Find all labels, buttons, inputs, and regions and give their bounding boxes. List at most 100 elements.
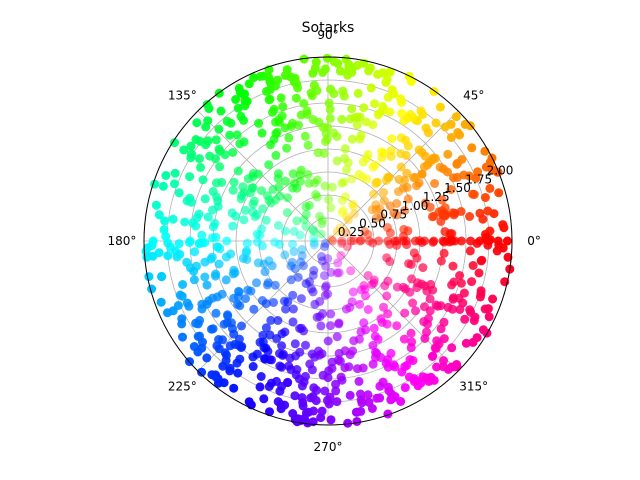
scatter-point <box>308 225 318 235</box>
scatter-point <box>379 196 389 206</box>
scatter-point <box>157 272 167 282</box>
scatter-point <box>161 171 171 180</box>
scatter-point <box>298 261 308 271</box>
scatter-point <box>320 386 330 396</box>
scatter-point <box>357 398 367 408</box>
scatter-point <box>179 145 189 155</box>
scatter-point <box>212 192 222 202</box>
scatter-point <box>239 215 249 225</box>
scatter-point <box>381 176 391 185</box>
scatter-point <box>397 109 407 118</box>
scatter-point <box>332 268 342 278</box>
scatter-point <box>249 304 259 314</box>
scatter-point <box>204 104 214 114</box>
scatter-point <box>452 172 462 182</box>
scatter-point <box>417 238 427 247</box>
scatter-point <box>262 86 271 96</box>
scatter-point <box>151 200 161 210</box>
scatter-point <box>455 130 465 140</box>
scatter-point <box>334 348 344 358</box>
scatter-point <box>363 230 373 239</box>
scatter-point <box>424 376 434 386</box>
scatter-point <box>299 54 309 64</box>
scatter-point <box>202 353 212 363</box>
scatter-point <box>448 261 458 271</box>
scatter-point <box>344 62 354 72</box>
scatter-point <box>243 285 253 295</box>
scatter-point <box>292 365 302 374</box>
scatter-point <box>255 337 265 347</box>
scatter-point <box>440 122 450 132</box>
scatter-point <box>443 302 453 312</box>
scatter-point <box>428 237 438 247</box>
scatter-point <box>361 325 371 335</box>
scatter-point <box>460 314 470 324</box>
scatter-point <box>334 268 344 278</box>
scatter-point <box>320 271 329 281</box>
scatter-point <box>143 243 153 253</box>
scatter-point <box>296 294 306 304</box>
scatter-point <box>260 267 270 277</box>
scatter-point <box>376 314 386 324</box>
scatter-point <box>178 280 188 289</box>
scatter-point <box>280 123 290 133</box>
scatter-point <box>474 268 484 278</box>
scatter-point <box>428 285 438 295</box>
scatter-point <box>439 356 448 366</box>
scatter-point <box>329 128 339 138</box>
scatter-point <box>455 271 465 280</box>
scatter-point <box>182 257 192 267</box>
scatter-point <box>408 298 418 308</box>
scatter-point <box>360 227 370 236</box>
scatter-point <box>341 212 351 222</box>
scatter-point <box>359 318 369 328</box>
scatter-point <box>311 190 321 199</box>
scatter-point <box>265 407 274 417</box>
scatter-point <box>301 209 311 219</box>
scatter-point <box>174 188 184 198</box>
scatter-point <box>282 208 292 218</box>
scatter-point <box>454 293 464 303</box>
scatter-point <box>327 363 337 373</box>
scatter-point <box>382 75 392 85</box>
scatter-point <box>336 372 346 382</box>
scatter-point <box>345 390 355 400</box>
scatter-point <box>302 109 312 119</box>
scatter-point <box>352 120 362 130</box>
scatter-point <box>371 213 381 223</box>
scatter-point <box>266 315 276 325</box>
scatter-point <box>327 182 337 192</box>
scatter-point <box>301 279 311 289</box>
scatter-point <box>240 96 250 105</box>
scatter-point <box>446 185 456 194</box>
scatter-point <box>273 174 283 183</box>
scatter-point <box>309 233 319 243</box>
scatter-point <box>401 135 410 145</box>
scatter-point <box>347 174 357 184</box>
scatter-point <box>263 191 272 201</box>
scatter-point <box>299 99 309 108</box>
scatter-point <box>356 235 366 245</box>
scatter-point <box>409 248 419 258</box>
scatter-point <box>313 148 323 158</box>
scatter-point <box>289 226 299 236</box>
scatter-point <box>346 236 356 246</box>
scatter-point <box>225 130 235 140</box>
scatter-point <box>234 334 244 344</box>
scatter-point <box>487 165 497 175</box>
scatter-point <box>363 305 373 314</box>
scatter-point <box>402 168 412 178</box>
scatter-point <box>158 181 168 191</box>
scatter-point <box>280 226 290 236</box>
scatter-point <box>215 162 225 172</box>
scatter-point <box>231 211 241 221</box>
scatter-point <box>280 327 290 337</box>
theta-tick-label: 225° <box>168 380 197 394</box>
scatter-point <box>368 359 378 369</box>
scatter-point <box>382 319 392 329</box>
scatter-point <box>416 106 426 116</box>
scatter-point <box>345 303 355 312</box>
scatter-point <box>375 381 385 391</box>
scatter-point <box>503 252 513 262</box>
scatter-point <box>308 68 318 78</box>
